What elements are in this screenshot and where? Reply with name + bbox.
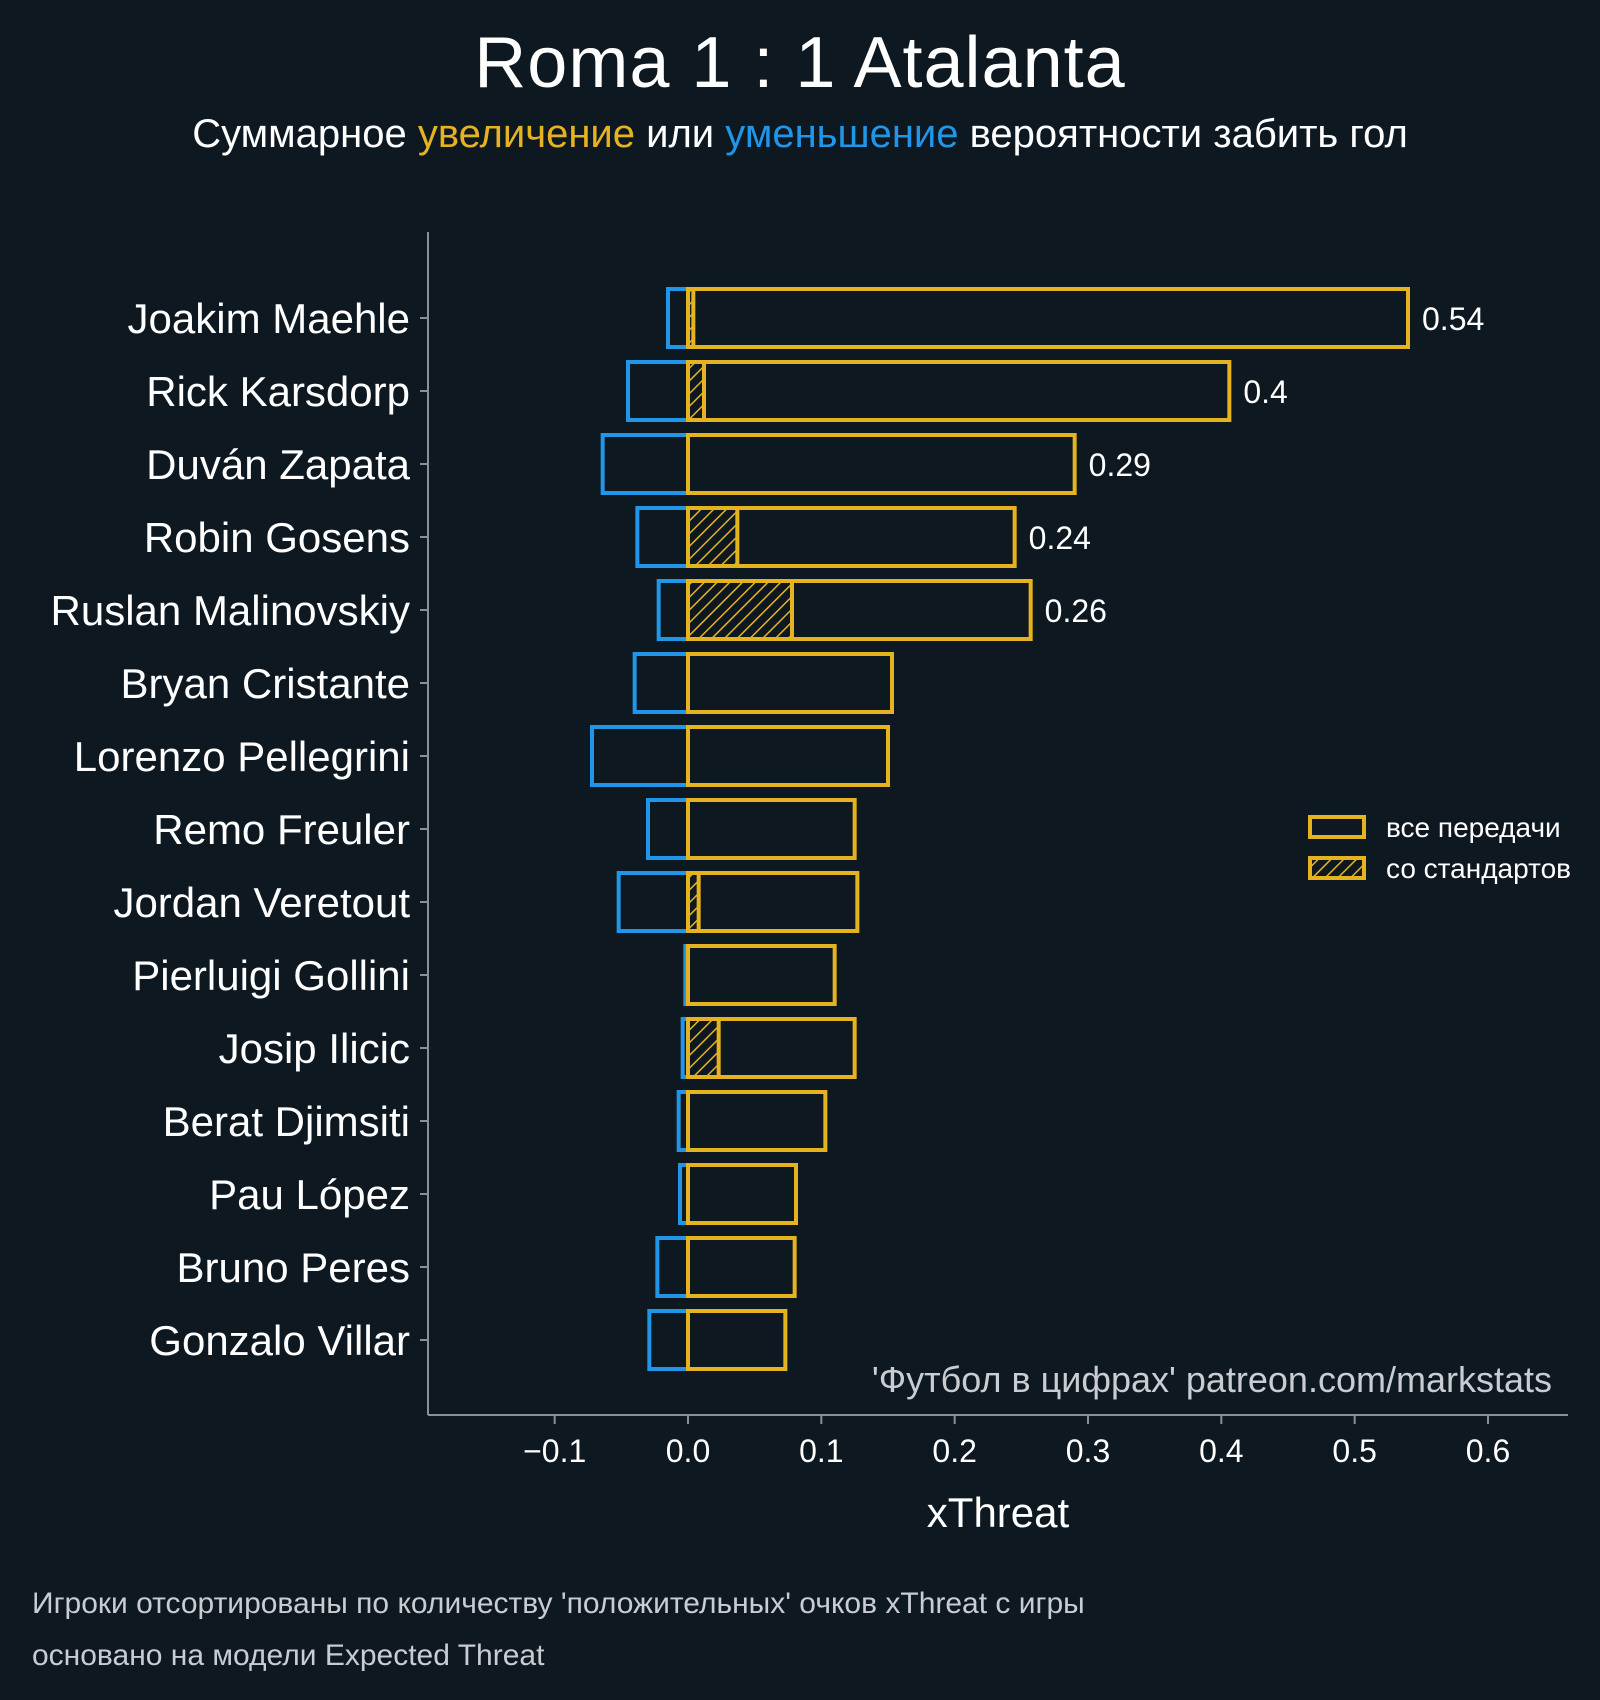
set-piece-bar [686, 1017, 721, 1079]
negative-bar [626, 360, 690, 422]
watermark: 'Футбол в цифрах' patreon.com/markstats [872, 1359, 1552, 1400]
positive-bar [686, 725, 890, 787]
x-axis-label: xThreat [927, 1489, 1070, 1536]
negative-bar [656, 579, 691, 641]
set-piece-bar [686, 579, 794, 641]
positive-bar [686, 360, 1232, 422]
data-label: 0.4 [1243, 374, 1287, 410]
player-label: Pau López [209, 1171, 410, 1218]
positive-bar [686, 1017, 857, 1079]
negative-bar [616, 871, 691, 933]
subtitle-increase: увеличение [417, 112, 635, 156]
negative-bar [655, 1236, 690, 1298]
footnote-line-1: Игроки отсортированы по количеству 'поло… [32, 1587, 1085, 1620]
x-tick-label: 0.4 [1199, 1433, 1243, 1469]
data-label: 0.24 [1029, 520, 1091, 556]
player-label: Duván Zapata [146, 441, 410, 488]
footnote-line-2: основано на модели Expected Threat [32, 1639, 545, 1672]
player-label: Berat Djimsiti [163, 1098, 410, 1145]
player-label: Robin Gosens [144, 514, 410, 561]
player-label: Jordan Veretout [113, 879, 410, 926]
positive-bar [686, 579, 1033, 641]
player-label: Rick Karsdorp [146, 368, 410, 415]
subtitle-suffix: вероятности забить гол [958, 112, 1408, 156]
positive-bar [686, 287, 1410, 349]
player-label: Joakim Maehle [128, 295, 410, 342]
data-label: 0.26 [1045, 593, 1107, 629]
positive-bar [686, 1236, 797, 1298]
negative-bar [632, 652, 691, 714]
legend-label-all-passes: все передачи [1386, 812, 1561, 843]
x-tick-label: 0.2 [932, 1433, 976, 1469]
player-label: Pierluigi Gollini [132, 952, 410, 999]
x-tick-label: 0.3 [1066, 1433, 1110, 1469]
player-label: Lorenzo Pellegrini [74, 733, 410, 780]
positive-bar [686, 652, 894, 714]
footnote: Игроки отсортированы по количеству 'поло… [32, 1578, 1085, 1682]
data-label: 0.29 [1089, 447, 1151, 483]
player-label: Ruslan Malinovskiy [51, 587, 410, 634]
positive-bar [686, 506, 1017, 568]
positive-bar [686, 1090, 828, 1152]
positive-bar [686, 798, 857, 860]
positive-bar [686, 433, 1077, 495]
player-label: Bryan Cristante [121, 660, 410, 707]
chart-title: Roma 1 : 1 Atalanta [474, 23, 1126, 103]
negative-bar [600, 433, 691, 495]
data-label: 0.54 [1422, 301, 1484, 337]
subtitle-prefix: Суммарное [192, 112, 418, 156]
legend-swatch-set-pieces [1308, 856, 1366, 880]
chart-subtitle: Суммарное увеличение или уменьшение веро… [0, 112, 1600, 157]
positive-bar [686, 871, 860, 933]
negative-bar [590, 725, 690, 787]
legend-swatch-all-passes [1308, 815, 1366, 839]
negative-bar [666, 287, 690, 349]
x-tick-label: 0.0 [666, 1433, 710, 1469]
player-label: Remo Freuler [153, 806, 410, 853]
x-tick-label: 0.6 [1466, 1433, 1510, 1469]
legend-label-set-pieces: со стандартов [1386, 853, 1571, 884]
x-tick-label: −0.1 [523, 1433, 586, 1469]
player-label: Gonzalo Villar [149, 1317, 410, 1364]
positive-bar [686, 944, 837, 1006]
player-label: Josip Ilicic [219, 1025, 410, 1072]
x-tick-label: 0.1 [799, 1433, 843, 1469]
set-piece-bar [686, 506, 740, 568]
negative-bar [647, 1309, 690, 1371]
negative-bar [646, 798, 690, 860]
negative-bar [635, 506, 690, 568]
x-tick-label: 0.5 [1332, 1433, 1376, 1469]
player-label: Bruno Peres [177, 1244, 410, 1291]
set-piece-bar [686, 360, 706, 422]
subtitle-middle: или [635, 112, 726, 156]
positive-bar [686, 1163, 798, 1225]
subtitle-decrease: уменьшение [725, 112, 959, 156]
positive-bar [686, 1309, 788, 1371]
